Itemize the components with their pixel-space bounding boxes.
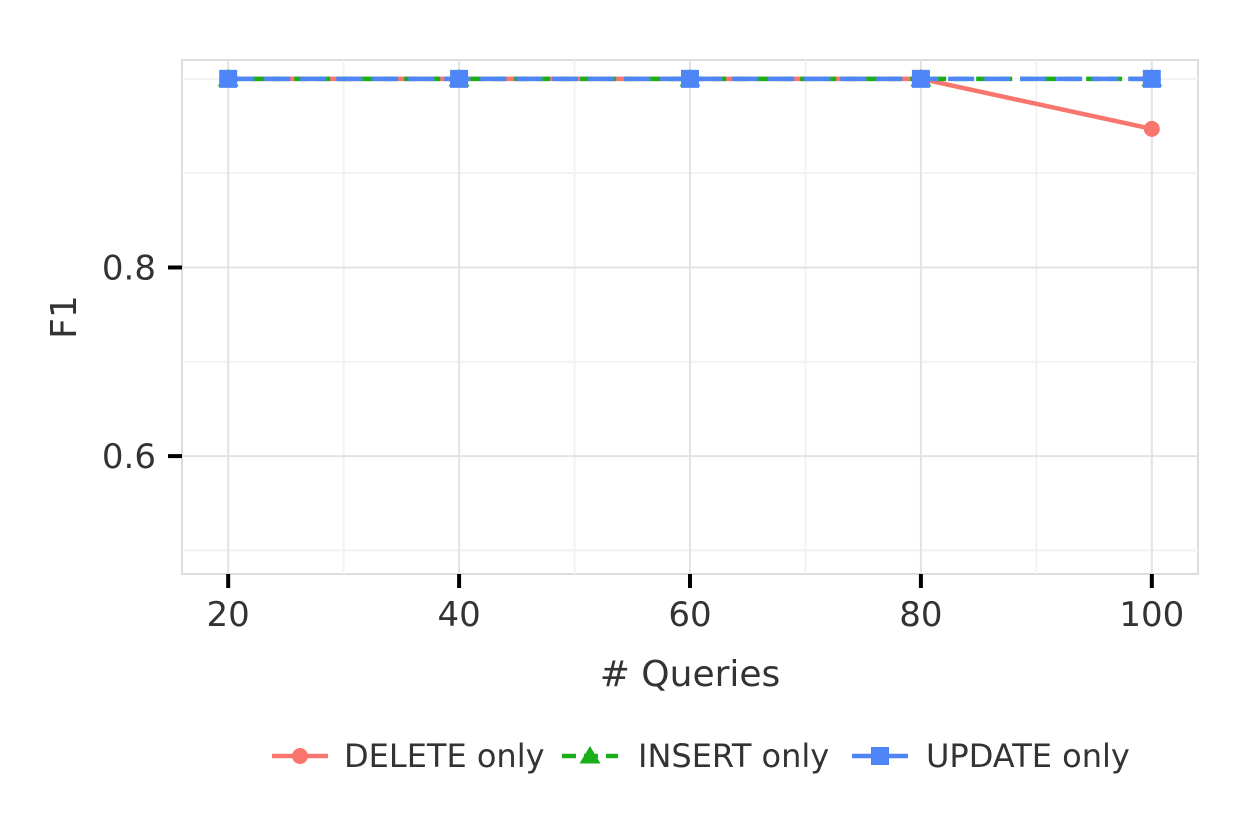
legend: DELETE only INSERT only UPDATE only [272, 737, 1130, 775]
data-point-update-only [219, 69, 238, 88]
data-point-update-only [911, 69, 930, 88]
data-point-update-only [450, 69, 469, 88]
data-point-update-only [681, 69, 699, 88]
x-tick-label: 80 [899, 595, 942, 635]
x-axis-title: # Queries [600, 654, 781, 695]
x-tick-label: 40 [437, 595, 480, 635]
x-axis: 20 40 60 80 100 [207, 574, 1184, 635]
x-tick-label: 60 [668, 595, 711, 635]
legend-key-marker [871, 747, 889, 765]
series-layer [217, 68, 1163, 137]
legend-label: INSERT only [638, 737, 829, 775]
legend-item-insert-only: INSERT only [562, 737, 829, 775]
x-tick-label: 100 [1119, 595, 1184, 635]
legend-label: UPDATE only [926, 737, 1130, 775]
legend-key-marker [292, 748, 308, 764]
x-tick-label: 20 [207, 595, 250, 635]
data-point-delete-only [1143, 120, 1160, 137]
legend-item-update-only: UPDATE only [852, 737, 1130, 775]
y-tick-label: 0.8 [102, 248, 156, 288]
legend-key-marker [579, 746, 601, 764]
legend-item-delete-only: DELETE only [272, 737, 545, 775]
major-gridlines [182, 60, 1198, 574]
y-axis: 0.6 0.8 [102, 248, 182, 477]
y-tick-label: 0.6 [102, 437, 156, 477]
y-axis-title: F1 [44, 295, 85, 339]
legend-label: DELETE only [344, 737, 545, 775]
data-point-update-only [1142, 69, 1161, 88]
